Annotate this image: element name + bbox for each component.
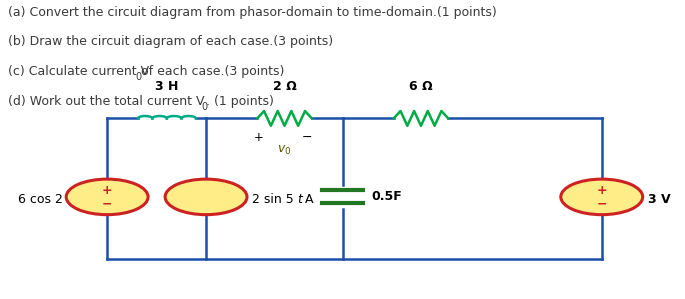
Circle shape: [66, 179, 148, 215]
Text: −: −: [301, 131, 312, 144]
Text: 0: 0: [135, 72, 141, 83]
Text: +: +: [102, 184, 112, 197]
Text: 6 cos 2: 6 cos 2: [18, 193, 63, 206]
Text: 0: 0: [201, 102, 208, 112]
Circle shape: [165, 179, 247, 215]
Text: 3 V: 3 V: [648, 193, 671, 206]
Text: 6 Ω: 6 Ω: [409, 80, 433, 93]
Text: 3 H: 3 H: [155, 80, 179, 93]
Text: −: −: [597, 197, 607, 210]
Text: $v_0$: $v_0$: [277, 144, 292, 157]
Text: of each case.(3 points): of each case.(3 points): [140, 65, 284, 78]
Text: t: t: [94, 193, 99, 206]
Text: (c) Calculate current V: (c) Calculate current V: [8, 65, 149, 78]
Text: 0.5F: 0.5F: [371, 190, 402, 203]
Text: (d) Work out the total current V: (d) Work out the total current V: [8, 95, 205, 108]
Text: . (1 points): . (1 points): [206, 95, 274, 108]
Text: t: t: [297, 193, 301, 206]
Text: (b) Draw the circuit diagram of each case.(3 points): (b) Draw the circuit diagram of each cas…: [8, 36, 334, 48]
Text: −: −: [102, 197, 112, 210]
Circle shape: [561, 179, 643, 215]
Text: 2 sin 5: 2 sin 5: [253, 193, 294, 206]
Text: V: V: [102, 193, 115, 206]
Text: +: +: [597, 184, 607, 197]
Text: A: A: [301, 193, 313, 206]
Text: (a) Convert the circuit diagram from phasor-domain to time-domain.(1 points): (a) Convert the circuit diagram from pha…: [8, 6, 497, 19]
Text: +: +: [254, 131, 264, 144]
Text: 2 Ω: 2 Ω: [273, 80, 297, 93]
